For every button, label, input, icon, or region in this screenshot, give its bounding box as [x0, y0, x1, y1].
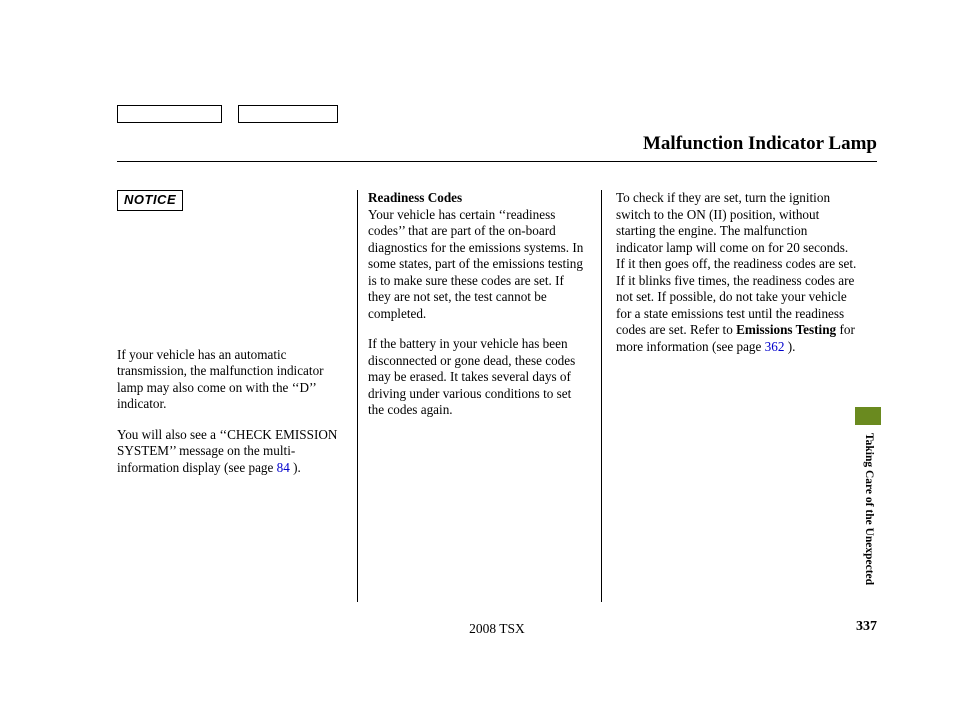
notice-body-placeholder — [117, 221, 339, 347]
emissions-testing-ref: Emissions Testing — [736, 322, 836, 337]
title-row: Malfunction Indicator Lamp — [117, 133, 877, 155]
notice-box: NOTICE — [117, 190, 183, 211]
nav-box-1[interactable] — [117, 105, 222, 123]
col1-para-1: If your vehicle has an automatic transmi… — [117, 347, 339, 413]
col2-para-1: Readiness Codes Your vehicle has certain… — [368, 190, 587, 322]
col1-p2-text-b: ). — [290, 460, 301, 475]
column-3: To check if they are set, turn the ignit… — [602, 190, 857, 602]
section-side-label: Taking Care of the Unexpected — [863, 433, 875, 585]
page-container: Malfunction Indicator Lamp NOTICE If you… — [117, 105, 877, 602]
page-link-84[interactable]: 84 — [277, 460, 290, 475]
footer-model: 2008 TSX — [117, 621, 877, 637]
col2-p1-text: Your vehicle has certain ‘‘readiness cod… — [368, 207, 583, 321]
col3-p1-text-c: ). — [784, 339, 795, 354]
nav-box-2[interactable] — [238, 105, 338, 123]
section-tab — [855, 407, 881, 425]
page-link-362[interactable]: 362 — [765, 339, 785, 354]
page-number: 337 — [856, 619, 877, 635]
column-1: NOTICE If your vehicle has an automatic … — [117, 190, 357, 602]
top-nav-boxes — [117, 105, 877, 123]
col2-para-2: If the battery in your vehicle has been … — [368, 336, 587, 419]
col1-p2-text-a: You will also see a ‘‘CHECK EMISSION SYS… — [117, 427, 337, 475]
col3-p1-text-a: To check if they are set, turn the ignit… — [616, 190, 856, 337]
notice-label: NOTICE — [124, 192, 176, 207]
title-rule — [117, 161, 877, 162]
col3-para-1: To check if they are set, turn the ignit… — [616, 190, 857, 355]
column-2: Readiness Codes Your vehicle has certain… — [357, 190, 602, 602]
content-columns: NOTICE If your vehicle has an automatic … — [117, 190, 877, 602]
page-title: Malfunction Indicator Lamp — [643, 133, 877, 155]
col1-para-2: You will also see a ‘‘CHECK EMISSION SYS… — [117, 427, 339, 477]
readiness-codes-heading: Readiness Codes — [368, 190, 462, 205]
